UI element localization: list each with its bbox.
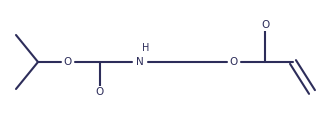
- Text: O: O: [230, 57, 238, 67]
- Text: O: O: [261, 20, 269, 30]
- Text: N: N: [136, 57, 144, 67]
- Text: H: H: [142, 43, 150, 53]
- Text: O: O: [64, 57, 72, 67]
- Text: O: O: [96, 87, 104, 97]
